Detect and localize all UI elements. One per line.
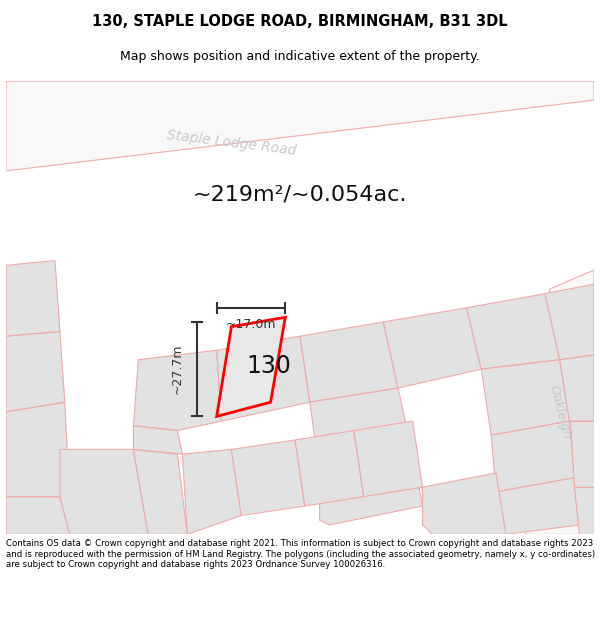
Polygon shape	[526, 270, 594, 534]
Polygon shape	[545, 284, 594, 360]
Polygon shape	[6, 261, 60, 336]
Polygon shape	[481, 360, 569, 435]
Polygon shape	[354, 421, 422, 497]
Polygon shape	[574, 487, 594, 534]
Text: Staple Lodge Road: Staple Lodge Road	[166, 127, 297, 158]
Polygon shape	[182, 449, 241, 534]
Text: ~27.7m: ~27.7m	[171, 344, 184, 394]
Text: 130: 130	[246, 354, 291, 377]
Polygon shape	[133, 426, 182, 454]
Text: ~17.0m: ~17.0m	[226, 318, 276, 331]
Polygon shape	[383, 308, 481, 388]
Polygon shape	[491, 421, 574, 492]
Polygon shape	[6, 331, 65, 412]
Polygon shape	[6, 497, 70, 534]
Polygon shape	[217, 336, 310, 421]
Polygon shape	[133, 350, 221, 431]
Polygon shape	[422, 473, 506, 534]
Polygon shape	[320, 454, 422, 525]
Polygon shape	[467, 294, 560, 369]
Polygon shape	[300, 322, 398, 402]
Text: ~219m²/~0.054ac.: ~219m²/~0.054ac.	[193, 184, 407, 204]
Text: Contains OS data © Crown copyright and database right 2021. This information is : Contains OS data © Crown copyright and d…	[6, 539, 595, 569]
Polygon shape	[569, 421, 594, 487]
Polygon shape	[133, 449, 187, 534]
Polygon shape	[60, 449, 148, 534]
Text: Map shows position and indicative extent of the property.: Map shows position and indicative extent…	[120, 50, 480, 62]
Polygon shape	[560, 355, 594, 421]
Polygon shape	[6, 402, 70, 497]
Text: Oakleigh: Oakleigh	[546, 383, 573, 440]
Polygon shape	[6, 81, 594, 171]
Polygon shape	[295, 431, 364, 506]
Polygon shape	[232, 440, 305, 516]
Polygon shape	[217, 318, 286, 416]
Polygon shape	[310, 388, 413, 473]
Text: 130, STAPLE LODGE ROAD, BIRMINGHAM, B31 3DL: 130, STAPLE LODGE ROAD, BIRMINGHAM, B31 …	[92, 14, 508, 29]
Polygon shape	[496, 478, 580, 534]
